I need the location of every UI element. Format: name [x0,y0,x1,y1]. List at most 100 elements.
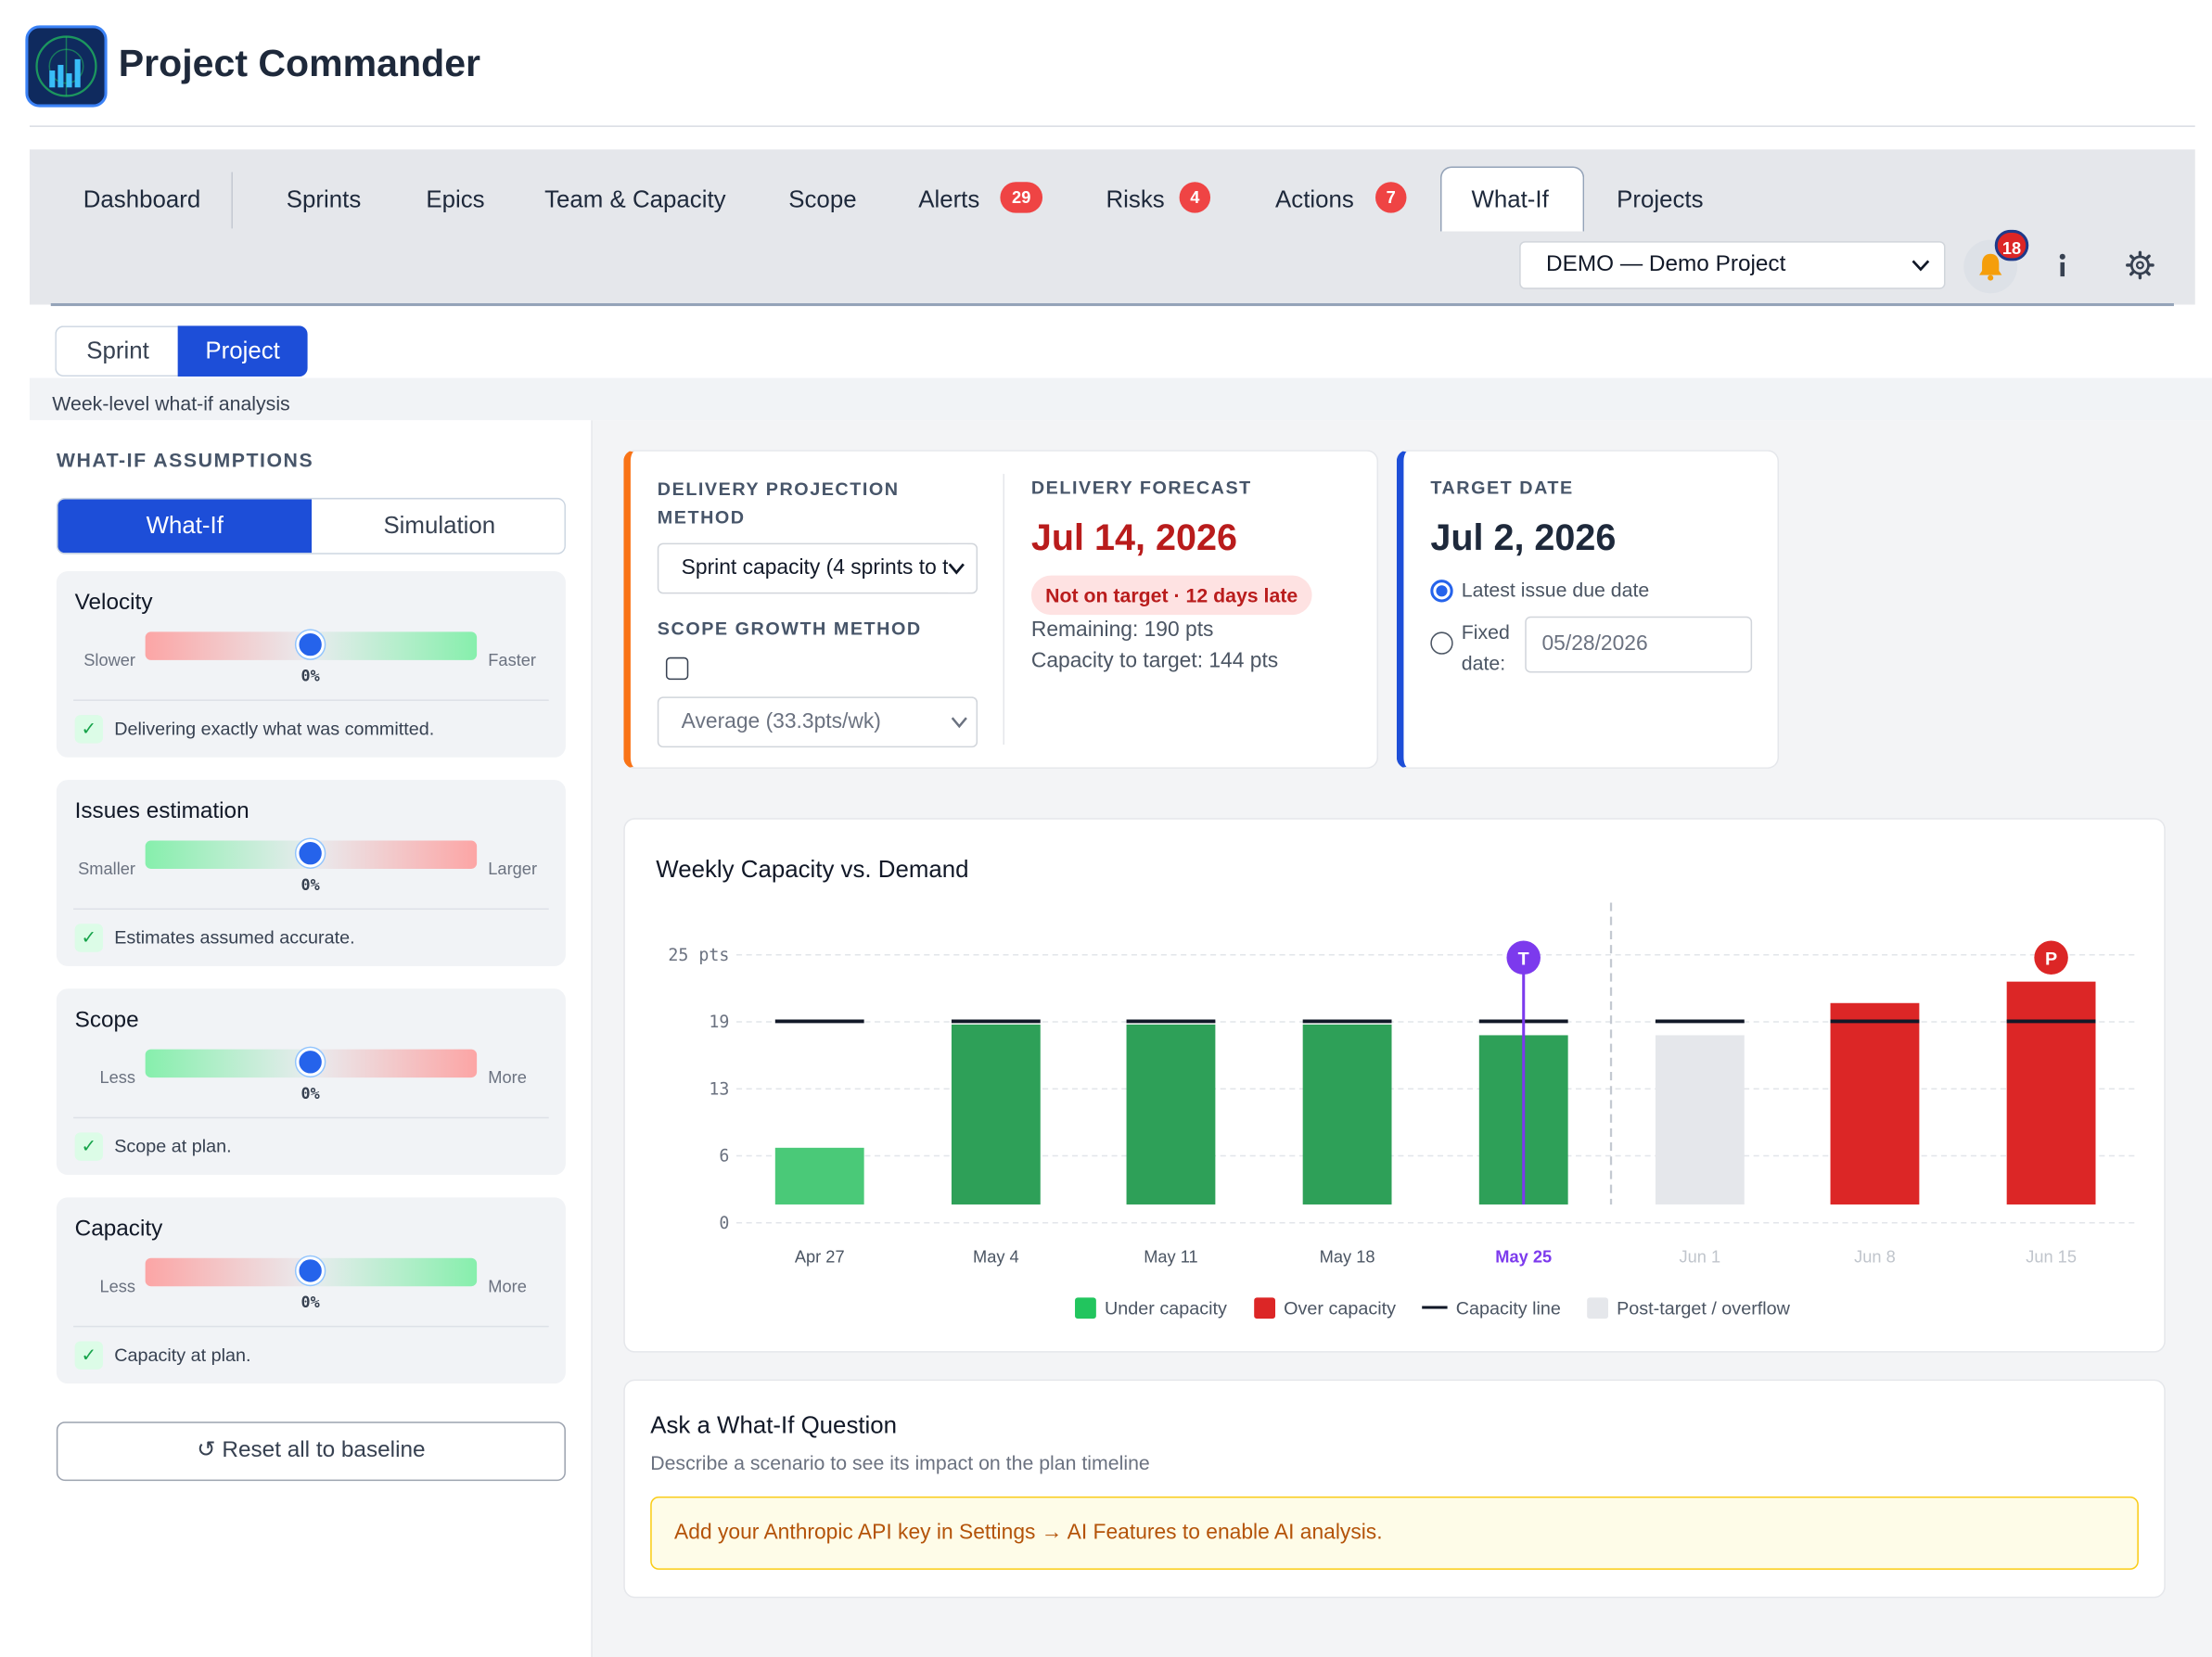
projection-method-label: DELIVERY PROJECTION METHOD [657,478,900,528]
fixed-date-input[interactable]: 05/28/2026 [1525,616,1753,673]
bar-may-11 [1126,1024,1216,1205]
y-tick-label: 13 [709,1079,729,1099]
tab-risks[interactable]: Risks [1106,185,1165,213]
latest-due-date-label: Latest issue due date [1461,578,1650,601]
estimation-card: Issues estimation Smaller Larger 0% ✓ Es… [56,780,566,966]
card-note: Scope at plan. [114,1135,232,1157]
mode-sprint-button[interactable]: Sprint [55,325,180,377]
remaining-points: Remaining: 190 pts [1030,618,1214,643]
legend-swatch-under [1075,1297,1096,1319]
nav-separator [231,172,233,229]
scope-growth-select[interactable]: Average (33.3pts/wk) [657,696,978,748]
chart-title: Weekly Capacity vs. Demand [656,856,969,884]
alerts-badge: 29 [1000,182,1043,213]
legend-swatch-capacity-line [1422,1306,1448,1309]
assumptions-tabs: What-If Simulation [56,497,566,554]
project-select[interactable]: DEMO — Demo Project [1519,241,1946,289]
gear-icon[interactable] [2125,249,2155,280]
page-subtitle: Week-level what-if analysis [52,391,290,415]
chevron-down-icon [948,544,968,593]
info-icon[interactable] [2052,249,2072,283]
bar-apr-27 [774,1147,864,1205]
bar-may-18 [1302,1024,1392,1205]
estimation-slider-thumb[interactable] [296,839,325,868]
card-title: Velocity [74,591,153,616]
active-tab-highlight [1439,166,1585,232]
project-select-value: DEMO — Demo Project [1546,252,1786,277]
radio-fixed-date[interactable] [1430,631,1453,655]
projection-method-select[interactable]: Sprint capacity (4 sprints to t [657,542,978,594]
tab-projects[interactable]: Projects [1617,185,1704,213]
velocity-slider-thumb[interactable] [296,630,325,659]
card-title: Scope [74,1008,139,1033]
tab-epics[interactable]: Epics [426,185,485,213]
bell-icon [1979,253,2002,281]
card-divider [73,1116,549,1119]
projection-card: DELIVERY PROJECTION METHOD Sprint capaci… [623,450,1379,769]
nav-divider [50,303,2174,307]
projection-method-value: Sprint capacity (4 sprints to t [681,555,949,580]
y-tick-label: 19 [709,1013,729,1032]
subtitle-band [29,377,2212,421]
slider-value: 0% [300,1293,320,1312]
target-marker-label: T [1518,949,1529,969]
card-note: Delivering exactly what was committed. [114,718,435,740]
tab-scope[interactable]: Scope [788,185,857,213]
tab-sprints[interactable]: Sprints [286,185,362,213]
slider-value: 0% [300,1084,320,1103]
tab-what-if-mode[interactable]: What-If [58,499,313,554]
delivery-forecast-label: DELIVERY FORECAST [1030,477,1252,498]
chevron-down-icon [951,698,967,746]
check-icon: ✓ [74,715,104,744]
x-tick-label: Jun 8 [1854,1246,1896,1266]
tab-simulation[interactable]: Simulation [312,499,565,554]
capacity-slider-thumb[interactable] [296,1256,325,1285]
capacity-demand-chart: 0 6 13 19 25 pts Apr 27 May 4 May 11 May 18 May 2… [668,902,2138,1266]
radar-chart-icon [28,28,105,105]
delivery-forecast-date: Jul 14, 2026 [1030,516,1237,559]
slider-low-label: Less [99,1067,136,1088]
mode-project-button[interactable]: Project [177,325,308,377]
tab-team-capacity[interactable]: Team & Capacity [544,185,726,213]
fixed-date-label: Fixed date: [1461,620,1510,675]
legend-under-capacity: Under capacity [1104,1297,1227,1319]
scope-slider-thumb[interactable] [296,1048,325,1077]
legend-capacity-line: Capacity line [1455,1297,1561,1319]
card-title: Capacity [74,1217,163,1242]
velocity-card: Velocity Slower Faster 0% ✓ Delivering e… [56,571,566,758]
tab-dashboard[interactable]: Dashboard [83,185,201,213]
scope-growth-checkbox[interactable] [665,656,689,681]
x-tick-label: Apr 27 [795,1246,845,1266]
bar-jun-1 [1655,1035,1745,1205]
bar-jun-15 [2006,981,2096,1205]
card-note: Capacity at plan. [114,1344,251,1366]
card-note: Estimates assumed accurate. [114,926,355,949]
card-divider [73,1325,549,1328]
forecast-status-badge: Not on target · 12 days late [1030,575,1312,616]
legend-swatch-post-target [1587,1297,1608,1319]
radio-latest-due-date[interactable] [1430,580,1453,603]
header-divider [29,125,2195,127]
legend-over-capacity: Over capacity [1284,1297,1397,1319]
slider-value: 0% [300,875,320,895]
capacity-card: Capacity Less More 0% ✓ Capacity at plan… [56,1197,566,1384]
card-divider [1003,474,1004,746]
tab-what-if[interactable]: What-If [1471,185,1549,213]
tab-alerts[interactable]: Alerts [918,185,980,213]
slider-high-label: Faster [488,650,537,670]
scope-growth-value: Average (33.3pts/wk) [681,709,881,733]
y-tick-label: 6 [719,1147,729,1166]
slider-value: 0% [300,667,320,686]
card-divider [73,908,549,911]
slider-low-label: Less [99,1276,136,1296]
target-date-label: TARGET DATE [1430,477,1574,498]
notifications-badge: 18 [1994,229,2029,261]
actions-badge: 7 [1375,182,1407,213]
x-tick-label: May 11 [1144,1246,1198,1266]
target-marker [1506,940,1541,975]
tab-actions[interactable]: Actions [1275,185,1354,213]
api-key-warning: Add your Anthropic API key in Settings →… [650,1496,2139,1570]
slider-high-label: More [488,1276,527,1296]
reset-baseline-button[interactable]: ↺ Reset all to baseline [56,1421,566,1482]
x-tick-label: May 25 [1495,1246,1552,1266]
